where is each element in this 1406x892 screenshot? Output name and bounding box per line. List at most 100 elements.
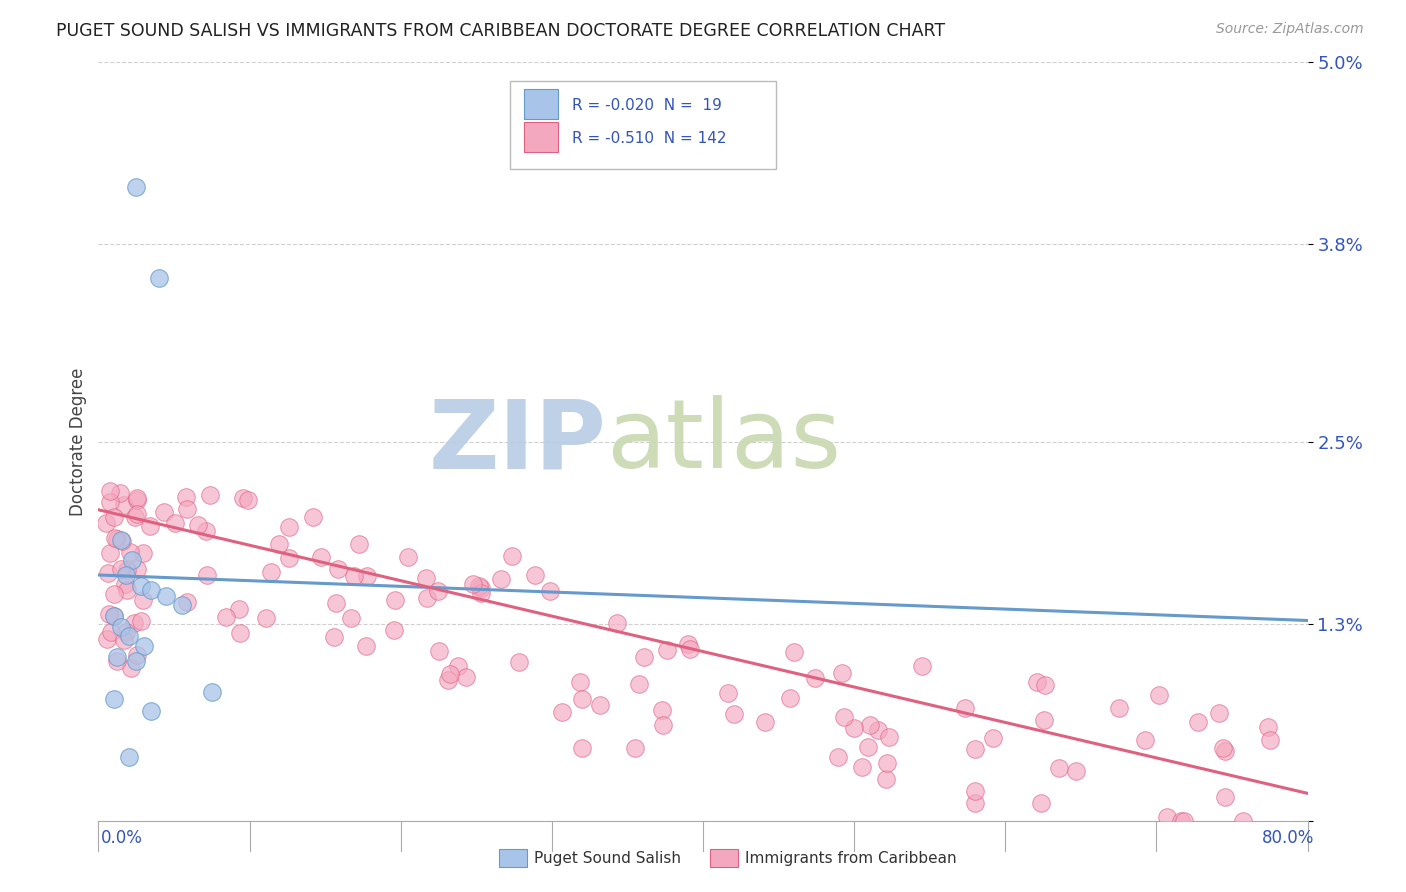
Point — [439, 667, 461, 681]
Point — [127, 561, 149, 575]
Point — [118, 750, 141, 764]
Point — [229, 625, 252, 640]
Point — [501, 549, 523, 564]
Point — [1025, 675, 1047, 690]
Point — [627, 677, 650, 691]
Point — [723, 706, 745, 721]
Point — [717, 686, 740, 700]
Point — [1033, 713, 1056, 727]
Point — [254, 611, 277, 625]
Point — [623, 740, 645, 755]
Point — [1170, 814, 1192, 828]
Point — [1029, 797, 1052, 811]
Point — [232, 491, 254, 506]
Point — [110, 485, 132, 500]
Point — [114, 624, 136, 639]
Point — [325, 596, 347, 610]
Point — [396, 550, 419, 565]
Point — [356, 569, 378, 583]
Point — [117, 563, 139, 577]
Point — [875, 772, 897, 786]
Point — [125, 507, 148, 521]
Point — [1064, 764, 1087, 778]
Point — [606, 615, 628, 630]
Point — [129, 614, 152, 628]
Point — [416, 591, 439, 605]
Point — [104, 531, 127, 545]
Point — [103, 608, 125, 623]
Bar — [524, 89, 558, 120]
Point — [269, 537, 291, 551]
Point — [97, 607, 120, 621]
Point — [98, 546, 121, 560]
Point — [124, 510, 146, 524]
Text: Puget Sound Salish: Puget Sound Salish — [534, 851, 682, 865]
Point — [228, 602, 250, 616]
Point — [571, 691, 593, 706]
Point — [953, 701, 976, 715]
Text: Source: ZipAtlas.com: Source: ZipAtlas.com — [1216, 22, 1364, 37]
Point — [176, 594, 198, 608]
Point — [551, 706, 574, 720]
Point — [827, 749, 849, 764]
Point — [1173, 814, 1195, 828]
Point — [983, 731, 1005, 745]
Point — [129, 579, 152, 593]
Point — [354, 640, 377, 654]
Text: 80.0%: 80.0% — [1263, 829, 1315, 847]
Point — [309, 549, 332, 564]
Point — [343, 569, 366, 583]
Point — [195, 524, 218, 538]
Point — [187, 517, 209, 532]
Point — [568, 675, 591, 690]
Point — [1232, 814, 1254, 828]
Point — [858, 739, 880, 754]
Point — [114, 568, 136, 582]
Point — [125, 179, 148, 194]
Point — [110, 533, 132, 547]
Point — [277, 519, 299, 533]
Point — [879, 731, 901, 745]
Point — [910, 658, 932, 673]
Point — [963, 742, 986, 756]
Point — [1033, 678, 1056, 692]
Point — [114, 577, 136, 591]
Point — [103, 608, 125, 623]
Point — [859, 718, 882, 732]
Point — [347, 537, 370, 551]
Point — [155, 589, 177, 603]
Point — [1187, 714, 1209, 729]
Point — [174, 490, 197, 504]
Point — [110, 562, 132, 576]
Point — [132, 593, 155, 607]
Point — [260, 566, 283, 580]
Y-axis label: Doctorate Degree: Doctorate Degree — [69, 368, 87, 516]
Point — [214, 609, 236, 624]
Point — [125, 655, 148, 669]
Point — [844, 721, 866, 735]
Point — [1212, 740, 1234, 755]
Point — [1156, 810, 1178, 824]
Point — [112, 632, 135, 647]
Point — [782, 645, 804, 659]
Point — [831, 666, 853, 681]
Point — [322, 630, 344, 644]
Point — [1047, 761, 1070, 775]
Point — [125, 491, 148, 505]
Point — [436, 673, 458, 688]
Bar — [524, 121, 558, 152]
Point — [195, 568, 218, 582]
Point — [1208, 706, 1230, 720]
Point — [127, 648, 149, 662]
Point — [468, 579, 491, 593]
Point — [326, 562, 349, 576]
Point — [170, 599, 193, 613]
Point — [98, 495, 121, 509]
Point — [105, 654, 128, 668]
Point — [523, 567, 546, 582]
Point — [302, 510, 325, 524]
Point — [508, 656, 530, 670]
Point — [384, 592, 406, 607]
Text: ZIP: ZIP — [429, 395, 606, 488]
Point — [103, 692, 125, 706]
